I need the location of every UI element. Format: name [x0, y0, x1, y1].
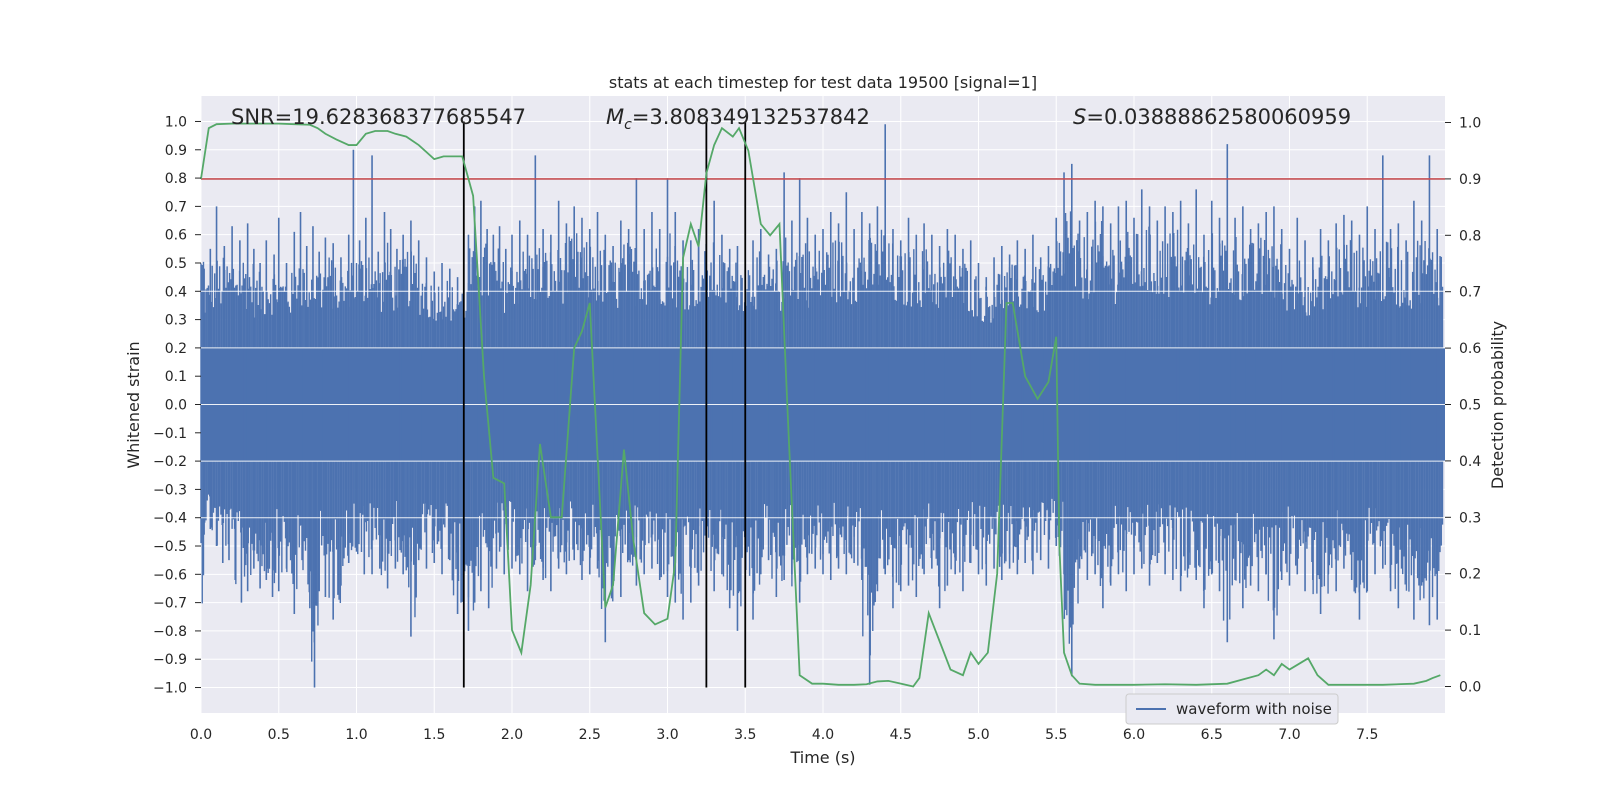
- chart-title: stats at each timestep for test data 195…: [609, 73, 1037, 92]
- y-left-tick-label: 0.5: [165, 256, 187, 272]
- y-right-tick-label: 0.2: [1459, 567, 1481, 583]
- y-left-tick-label: 0.1: [165, 369, 187, 385]
- y-right-axis-label: Detection probability: [1488, 321, 1507, 489]
- x-tick-label: 1.0: [345, 727, 367, 743]
- y-left-tick-label: −0.1: [153, 426, 187, 442]
- y-left-tick-label: 0.6: [165, 228, 187, 244]
- y-left-tick-labels: 1.0 0.9 0.8 0.7 0.6 0.5 0.4 0.3 0.2 0.1 0.0 −0.1 −0.…: [153, 114, 201, 697]
- x-tick-label: 6.5: [1201, 727, 1223, 743]
- y-right-tick-label: 0.5: [1459, 398, 1481, 414]
- y-right-tick-label: 0.7: [1459, 285, 1481, 301]
- y-left-tick-label: 0.7: [165, 199, 187, 215]
- x-tick-label: 1.5: [423, 727, 445, 743]
- x-tick-label: 3.0: [656, 727, 678, 743]
- y-left-axis-label: Whitened strain: [124, 341, 143, 468]
- s-value: =0.03888862580060959: [1086, 105, 1351, 129]
- y-left-tick-label: −1.0: [153, 681, 187, 697]
- y-right-tick-label: 0.6: [1459, 341, 1481, 357]
- x-tick-label: 7.0: [1278, 727, 1300, 743]
- x-tick-label: 4.5: [890, 727, 912, 743]
- x-tick-label: 0.5: [268, 727, 290, 743]
- x-tick-label: 3.5: [734, 727, 756, 743]
- x-tick-label: 2.5: [579, 727, 601, 743]
- legend-box: [1125, 693, 1339, 725]
- y-left-tick-label: −0.9: [153, 652, 187, 668]
- y-left-tick-label: 0.2: [165, 341, 187, 357]
- x-tick-labels: 0.0 0.5 1.0 1.5 2.0 2.5 3.0 3.5 4.0 4.5 5.0 5.5 6.0 6…: [190, 727, 1379, 743]
- y-left-tick-label: −0.4: [153, 511, 187, 527]
- x-tick-label: 2.0: [501, 727, 523, 743]
- y-left-tick-label: −0.5: [153, 539, 187, 555]
- y-left-tick-label: 0.9: [165, 143, 187, 159]
- probability-line: [200, 122, 1441, 688]
- x-tick-label: 6.0: [1123, 727, 1145, 743]
- s-symbol: S: [1073, 105, 1086, 129]
- legend: waveform with noise: [1125, 693, 1339, 725]
- chirp-mass-value: =3.808349132537842: [632, 105, 870, 129]
- legend-label: waveform with noise: [1176, 700, 1332, 718]
- y-left-tick-label: −0.6: [153, 567, 187, 583]
- y-right-tick-label: 0.0: [1459, 679, 1481, 695]
- x-tick-label: 5.0: [967, 727, 989, 743]
- x-tick-label: 5.5: [1045, 727, 1067, 743]
- x-tick-label: 7.5: [1356, 727, 1378, 743]
- y-right-tick-label: 0.1: [1459, 623, 1481, 639]
- s-annotation: S=0.03888862580060959: [1073, 105, 1351, 129]
- y-right-tick-label: 1.0: [1459, 116, 1481, 132]
- y-right-tick-label: 0.3: [1459, 510, 1481, 526]
- y-left-tick-label: 0.3: [165, 313, 187, 329]
- y-left-tick-label: −0.8: [153, 624, 187, 640]
- y-left-tick-label: −0.3: [153, 482, 187, 498]
- y-left-tick-label: 0.0: [165, 398, 187, 414]
- x-tick-label: 4.0: [812, 727, 834, 743]
- y-right-tick-label: 0.9: [1459, 172, 1481, 188]
- x-axis-label: Time (s): [789, 748, 855, 767]
- chirp-mass-subscript: c: [624, 117, 632, 133]
- y-left-tick-label: −0.2: [153, 454, 187, 470]
- x-tick-label: 0.0: [190, 727, 212, 743]
- event-markers: [462, 121, 747, 688]
- y-left-tick-label: −0.7: [153, 596, 187, 612]
- snr-annotation: SNR=19.628368377685547: [231, 105, 526, 129]
- y-right-tick-label: 0.4: [1459, 454, 1481, 470]
- y-left-tick-label: 0.8: [165, 171, 187, 187]
- chirp-mass-symbol: M: [606, 105, 624, 129]
- y-right-tick-label: 0.8: [1459, 228, 1481, 244]
- y-left-tick-label: 1.0: [165, 114, 187, 130]
- y-right-tick-labels: 1.0 0.9 0.8 0.7 0.6 0.5 0.4 0.3 0.2 0.1 0.0: [1445, 116, 1481, 695]
- chirp-mass-annotation: Mc=3.808349132537842: [606, 105, 870, 133]
- y-left-tick-label: 0.4: [165, 284, 187, 300]
